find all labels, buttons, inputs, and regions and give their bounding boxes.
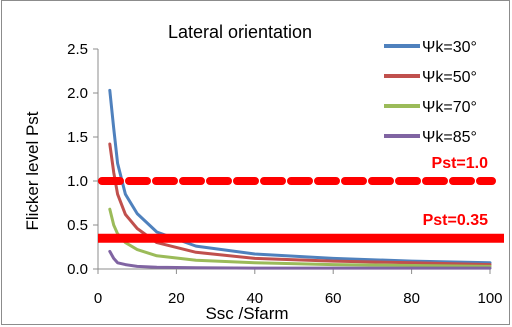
x-tick-label: 0 — [94, 290, 102, 307]
y-tick-label: 0.0 — [67, 261, 88, 278]
y-tick-label: 0.5 — [67, 217, 88, 234]
legend-label: Ψk=50° — [422, 69, 477, 86]
y-axis-label: Flicker level Pst — [23, 111, 42, 230]
reference-label-2: Pst=0.35 — [423, 212, 488, 229]
y-tick-label: 2.5 — [67, 41, 88, 58]
x-tick-label: 80 — [403, 290, 420, 307]
y-tick-label: 2.0 — [67, 85, 88, 102]
legend-label: Ψk=85° — [422, 129, 477, 146]
legend: Ψk=30° Ψk=50° Ψk=70° Ψk=85° — [384, 39, 477, 146]
series-line-3 — [108, 207, 492, 268]
x-axis-label: Ssc /Sfarm — [205, 304, 288, 323]
legend-label: Ψk=70° — [422, 99, 477, 116]
series-line-4 — [108, 249, 492, 270]
reference-lines: Pst=1.0 Pst=0.35 — [98, 155, 504, 243]
x-tick-label: 100 — [477, 290, 502, 307]
y-tick-label: 1.5 — [67, 129, 88, 146]
reference-label-1: Pst=1.0 — [432, 155, 489, 172]
series-lines — [108, 88, 492, 270]
x-tick-label: 20 — [168, 290, 185, 307]
tick-labels: 0.0 0.5 1.0 1.5 2.0 2.5 0 20 40 60 80 100 — [67, 41, 502, 307]
x-tick-label: 60 — [325, 290, 342, 307]
y-tick-label: 1.0 — [67, 173, 88, 190]
series-line-1 — [108, 88, 492, 265]
x-tick-label: 40 — [246, 290, 263, 307]
legend-label: Ψk=30° — [422, 39, 477, 56]
chart-title: Lateral orientation — [168, 22, 312, 42]
